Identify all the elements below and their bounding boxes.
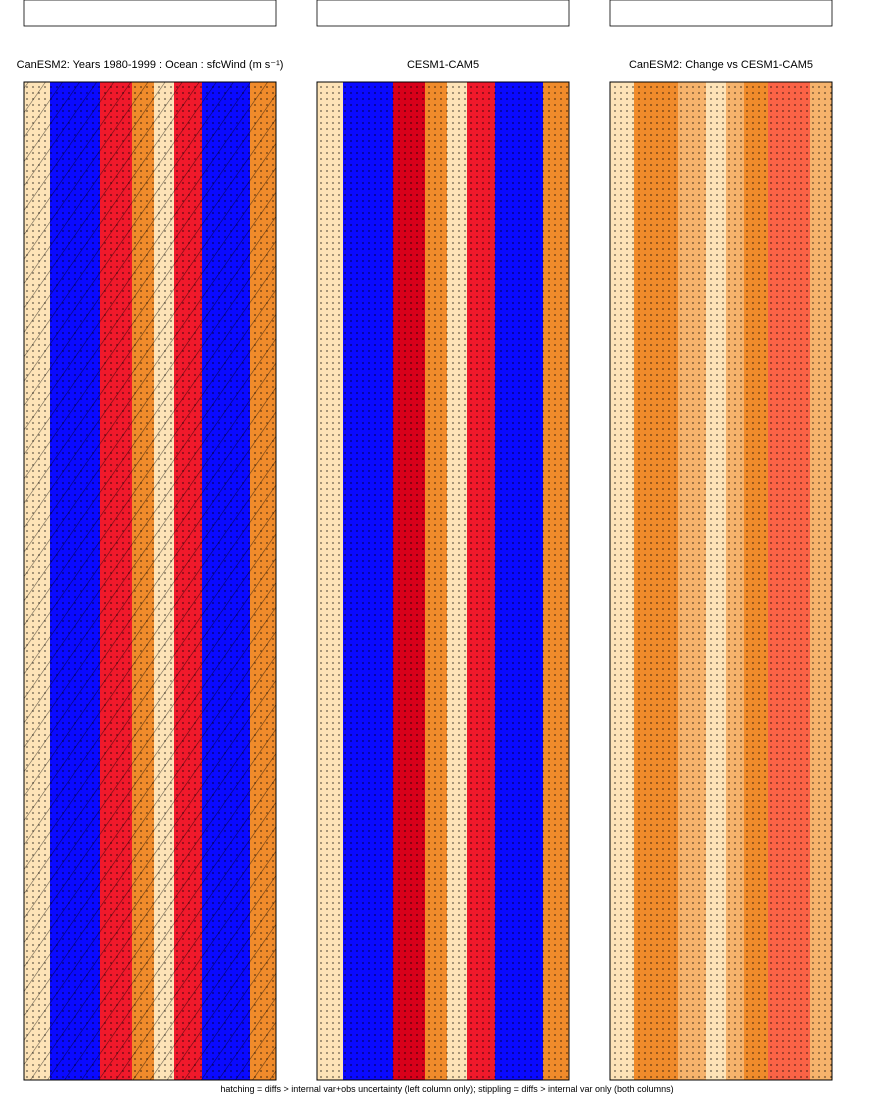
footnote: hatching = diffs > internal var+obs unce… bbox=[220, 1084, 673, 1094]
p2-frame bbox=[316, 81, 570, 1081]
p3-frame bbox=[609, 81, 833, 1081]
p2-stipple bbox=[317, 82, 569, 1080]
colorbar-3 bbox=[609, 0, 833, 27]
colorbar-1 bbox=[23, 0, 277, 27]
p1-stipple bbox=[24, 82, 276, 1080]
p1-frame bbox=[23, 81, 277, 1081]
panel-3 bbox=[609, 81, 833, 1081]
title-3: CanESM2: Change vs CESM1-CAM5 bbox=[629, 59, 813, 71]
title-2: CESM1-CAM5 bbox=[407, 59, 479, 71]
title-1: CanESM2: Years 1980-1999 : Ocean : sfcWi… bbox=[17, 59, 284, 71]
colorbar-2 bbox=[316, 0, 570, 27]
panel-2 bbox=[316, 81, 570, 1081]
p3-stipple bbox=[610, 82, 832, 1080]
panel-1 bbox=[23, 81, 277, 1081]
